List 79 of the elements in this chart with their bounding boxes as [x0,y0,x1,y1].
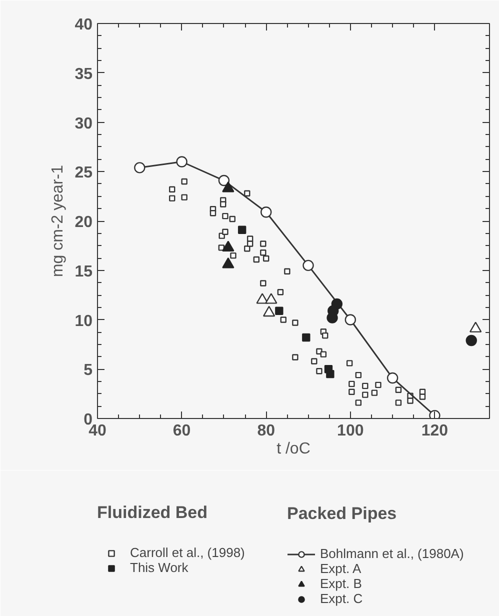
legend-label: Carroll et al., (1998) [130,545,245,560]
legend-label: Expt. B [320,576,362,591]
point [222,228,228,235]
point [181,194,188,200]
legend-label: This Work [130,560,188,575]
y-tick-label: 40 [74,16,93,34]
point [229,216,236,222]
point [218,174,230,186]
y-tick-label: 5 [84,362,93,380]
x-axis-title: t /oC [276,440,310,458]
x-tick-label: 120 [421,422,448,440]
text: Fluidized Bed [97,503,208,522]
point [311,358,318,364]
point [316,368,322,374]
point [260,240,266,247]
y-tick-label: 35 [74,66,93,83]
point [134,162,146,174]
point [326,312,338,324]
point [344,314,356,326]
point [348,388,355,395]
point [371,390,378,396]
point [355,400,362,406]
point [362,382,368,390]
y-tick-label: 20 [74,214,93,231]
point [375,382,382,388]
y-tick-label: 15 [74,263,93,280]
point [260,206,272,218]
point [222,212,228,220]
point [260,250,266,256]
point [362,392,368,398]
x-tick-label: 60 [172,422,191,440]
point [277,289,284,296]
point [275,306,284,315]
point [320,351,327,358]
point [407,398,414,404]
point [262,306,276,317]
point [395,400,402,406]
y-tick-label: 10 [74,312,93,330]
legend-label: Bohlmann et al., (1980A) [320,546,464,561]
point [246,240,254,247]
point [355,372,362,378]
point [253,256,260,263]
point [244,246,250,252]
y-tick-label: 25 [74,164,93,182]
legend-label: Expt. C [320,591,363,606]
point [466,334,477,346]
x-tick-label: 100 [337,422,364,440]
point [169,186,176,192]
point [322,332,328,339]
y-tick-label: 30 [74,115,93,132]
point [220,201,226,208]
point [256,293,268,304]
point [169,195,176,202]
point [181,178,188,185]
point [230,252,236,259]
point [222,258,234,268]
point [292,354,298,360]
point [348,380,355,388]
point [244,190,250,196]
point [260,280,266,286]
y-axis-title: mg cm-2 year-1 [50,164,67,278]
legend-label: Expt. A [320,561,362,576]
point [176,156,188,168]
point [302,333,310,342]
point [280,316,286,323]
point [395,386,402,393]
point [292,320,298,326]
text: Packed Pipes [287,504,397,523]
point [263,255,270,262]
point [346,360,353,366]
point [302,260,314,272]
point [326,370,334,378]
point [210,210,216,216]
point [386,372,398,384]
point [238,226,246,234]
x-tick-label: 80 [257,422,276,440]
point [265,293,278,304]
point [284,268,290,274]
point [419,394,426,400]
